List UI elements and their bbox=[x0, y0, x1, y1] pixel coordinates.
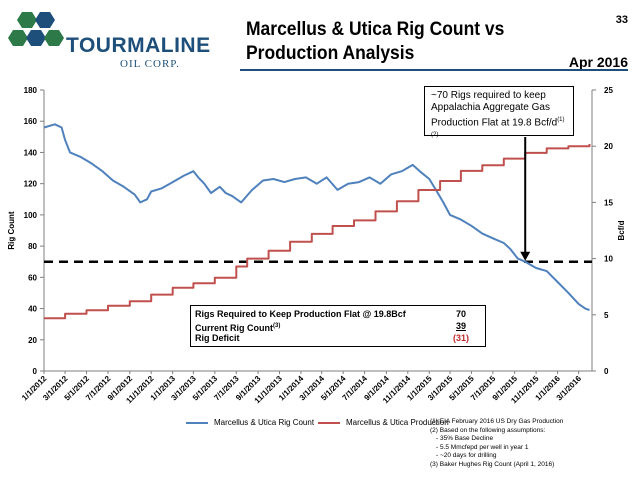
y-tick-label: 40 bbox=[28, 305, 37, 314]
legend-swatch-production bbox=[318, 421, 340, 424]
legend-item-production: Marcellus & Utica Production bbox=[318, 418, 449, 427]
y2-tick-label: 0 bbox=[604, 367, 609, 376]
y-tick-label: 120 bbox=[24, 180, 38, 189]
callout-line-1: ~70 Rigs required to keep bbox=[431, 90, 546, 101]
y-tick-label: 60 bbox=[28, 273, 37, 282]
y2-tick-label: 20 bbox=[604, 142, 613, 151]
chart-marks bbox=[43, 123, 592, 320]
hexagon-logo-icon bbox=[8, 12, 64, 46]
y-tick-label: 140 bbox=[24, 148, 38, 157]
y2-tick-label: 10 bbox=[604, 255, 613, 264]
title-line-2: Production Analysis bbox=[246, 43, 415, 64]
y-tick-label: 180 bbox=[24, 86, 38, 95]
footnote: - 5.5 Mmcfepd per well in year 1 bbox=[436, 443, 529, 451]
row-value: 39 bbox=[455, 321, 466, 331]
footnote: - ~20 days for drilling bbox=[436, 452, 497, 459]
row-label-text: Rig Deficit bbox=[195, 333, 240, 343]
row-value-deficit: (31) bbox=[452, 333, 469, 343]
row-label: Rig Deficit bbox=[195, 332, 240, 344]
rig-count-series-line bbox=[43, 123, 590, 312]
legend-item-rig: Marcellus & Utica Rig Count bbox=[186, 418, 314, 427]
table-row: Rig Deficit (31) bbox=[195, 332, 481, 344]
table-row: Rigs Required to Keep Production Flat @ … bbox=[195, 308, 481, 320]
footnote: - 35% Base Decline bbox=[436, 435, 494, 442]
y2-tick-label: 15 bbox=[604, 198, 613, 207]
y2-tick-label: 25 bbox=[604, 86, 613, 95]
y2-axis-title: Bcf/d bbox=[617, 220, 626, 240]
row-label: Current Rig Count(3) bbox=[195, 320, 281, 333]
title-line-1: Marcellus & Utica Rig Count vs bbox=[246, 19, 505, 40]
callout-footnote-ref: (1)(2) bbox=[431, 117, 565, 139]
report-date: Apr 2016 bbox=[568, 54, 628, 70]
y2-tick-label: 5 bbox=[604, 311, 609, 320]
y-tick-label: 0 bbox=[33, 367, 38, 376]
page-title: Marcellus & Utica Rig Count vs Productio… bbox=[246, 18, 504, 66]
row-footnote-ref: (3) bbox=[273, 323, 281, 329]
callout-arrow-head-icon bbox=[520, 251, 531, 261]
footnote: (1) EIA February 2016 US Dry Gas Product… bbox=[430, 418, 564, 425]
callout-line-3: Production Flat at 19.8 Bcf/d(1)(2) bbox=[431, 114, 567, 145]
table-row: Current Rig Count(3) 39 bbox=[195, 320, 481, 333]
y-tick-label: 80 bbox=[28, 242, 37, 251]
y-tick-label: 20 bbox=[28, 336, 37, 345]
page-number: 33 bbox=[615, 14, 628, 26]
legend-label-production: Marcellus & Utica Production bbox=[346, 418, 449, 427]
logo-wordmark: TOURMALINE bbox=[66, 34, 211, 57]
callout-line-2: Appalachia Aggregate Gas bbox=[431, 102, 550, 113]
footnote: (3) Baker Hughes Rig Count (April 1, 201… bbox=[430, 460, 555, 468]
rig-summary-table: Rigs Required to Keep Production Flat @ … bbox=[190, 305, 486, 347]
row-label-text: Rigs Required to Keep Production Flat @ … bbox=[195, 309, 406, 319]
y-axis-title: Rig Count bbox=[7, 211, 16, 250]
footnotes: (1) EIA February 2016 US Dry Gas Product… bbox=[430, 418, 563, 469]
legend-swatch-rig bbox=[186, 421, 208, 424]
company-logo: TOURMALINE OIL CORP. bbox=[8, 10, 211, 70]
row-label-text: Current Rig Count bbox=[195, 323, 273, 333]
callout-line-3-text: Production Flat at 19.8 Bcf/d bbox=[431, 117, 558, 129]
row-label: Rigs Required to Keep Production Flat @ … bbox=[195, 308, 406, 320]
y-tick-label: 160 bbox=[24, 117, 38, 126]
production-series-line bbox=[44, 144, 591, 320]
rigs-required-callout: ~70 Rigs required to keep Appalachia Agg… bbox=[424, 86, 574, 138]
row-value: 70 bbox=[455, 309, 466, 319]
footnote: (2) Based on the following assumptions: bbox=[430, 426, 546, 434]
title-divider bbox=[240, 69, 628, 71]
legend-label-rig: Marcellus & Utica Rig Count bbox=[214, 418, 315, 427]
y-tick-label: 100 bbox=[24, 211, 38, 220]
logo-subtitle: OIL CORP. bbox=[120, 58, 180, 70]
